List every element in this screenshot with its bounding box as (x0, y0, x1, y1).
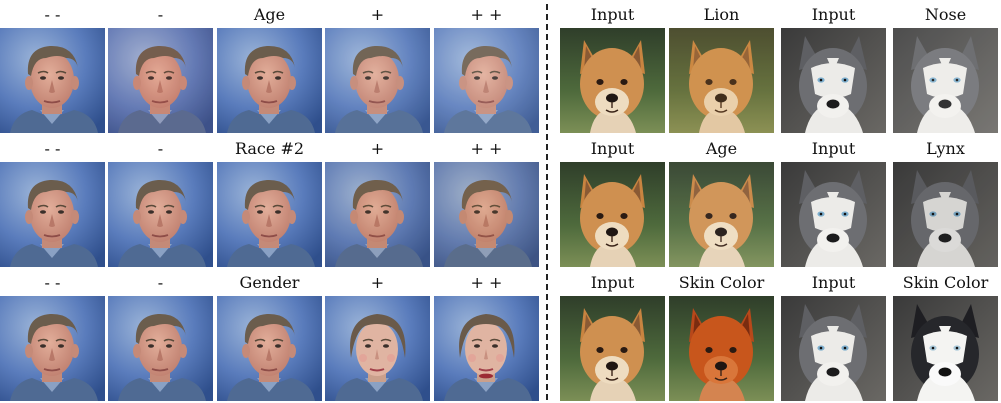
husky-image (781, 28, 886, 133)
dog-image (560, 28, 665, 133)
dashed-divider (546, 4, 548, 400)
cell-face: Gender (217, 268, 322, 402)
column-label: Skin Color (678, 273, 765, 292)
face-image (434, 28, 539, 133)
column-label: + + (470, 139, 503, 158)
cell-animal: Lynx (893, 134, 998, 268)
dark-husky-image (893, 296, 998, 401)
lynx-husky-image (893, 162, 998, 267)
column-label: Input (811, 139, 856, 158)
face-image (108, 162, 213, 267)
dog-image (560, 162, 665, 267)
cell-face: Age (217, 0, 322, 134)
husky-image (893, 28, 998, 133)
column-label: - (157, 273, 164, 292)
row-3: - - - Gender + + + (0, 268, 1001, 402)
face-image (217, 28, 322, 133)
cell-face: - (108, 0, 213, 134)
column-label: Race #2 (234, 139, 305, 158)
cell-animal: Age (669, 134, 774, 268)
cell-animal: Skin Color (669, 268, 774, 402)
column-label: - - (44, 139, 61, 158)
face-image (0, 162, 105, 267)
face-image (325, 296, 430, 401)
dog-image (560, 296, 665, 401)
face-image (217, 162, 322, 267)
cell-animal: Lion (669, 0, 774, 134)
cell-face: + + (434, 268, 539, 402)
column-label: Skin Color (902, 273, 989, 292)
cell-animal: Nose (893, 0, 998, 134)
column-label: Input (811, 273, 856, 292)
column-label: + + (470, 273, 503, 292)
husky-image (781, 296, 886, 401)
column-label: - - (44, 273, 61, 292)
column-label: Input (590, 5, 635, 24)
dog-image (669, 162, 774, 267)
cell-face: + (325, 268, 430, 402)
cell-face: + (325, 134, 430, 268)
column-label: - - (44, 5, 61, 24)
lion-dog-image (669, 28, 774, 133)
cell-animal: Skin Color (893, 268, 998, 402)
row-1: - - - Age + + + (0, 0, 1001, 134)
cell-face: + + (434, 0, 539, 134)
face-image (434, 162, 539, 267)
cell-face: Race #2 (217, 134, 322, 268)
cell-animal: Input (781, 268, 886, 402)
column-label: Age (705, 139, 738, 158)
column-label: - (157, 5, 164, 24)
cell-animal: Input (560, 134, 665, 268)
cell-face: - (108, 134, 213, 268)
column-label: + (370, 273, 385, 292)
face-image (325, 28, 430, 133)
face-image (0, 296, 105, 401)
column-label: Nose (924, 5, 967, 24)
cell-animal: Input (781, 0, 886, 134)
column-label: + (370, 5, 385, 24)
column-label: Input (811, 5, 856, 24)
column-label: Gender (239, 273, 300, 292)
column-label: + + (470, 5, 503, 24)
face-image (325, 162, 430, 267)
face-image (434, 296, 539, 401)
cell-face: - - (0, 134, 105, 268)
face-image (108, 296, 213, 401)
column-label: Lion (703, 5, 740, 24)
column-label: - (157, 139, 164, 158)
cell-face: + (325, 0, 430, 134)
face-image (108, 28, 213, 133)
cell-animal: Input (560, 268, 665, 402)
cell-animal: Input (560, 0, 665, 134)
column-label: Lynx (926, 139, 965, 158)
row-2: - - - Race #2 + + + (0, 134, 1001, 268)
husky-image (781, 162, 886, 267)
cell-face: + + (434, 134, 539, 268)
cell-face: - - (0, 268, 105, 402)
column-label: Input (590, 139, 635, 158)
cell-face: - - (0, 0, 105, 134)
face-image (0, 28, 105, 133)
column-label: + (370, 139, 385, 158)
cell-face: - (108, 268, 213, 402)
face-image (217, 296, 322, 401)
orange-dog-image (669, 296, 774, 401)
column-label: Age (253, 5, 286, 24)
column-label: Input (590, 273, 635, 292)
cell-animal: Input (781, 134, 886, 268)
